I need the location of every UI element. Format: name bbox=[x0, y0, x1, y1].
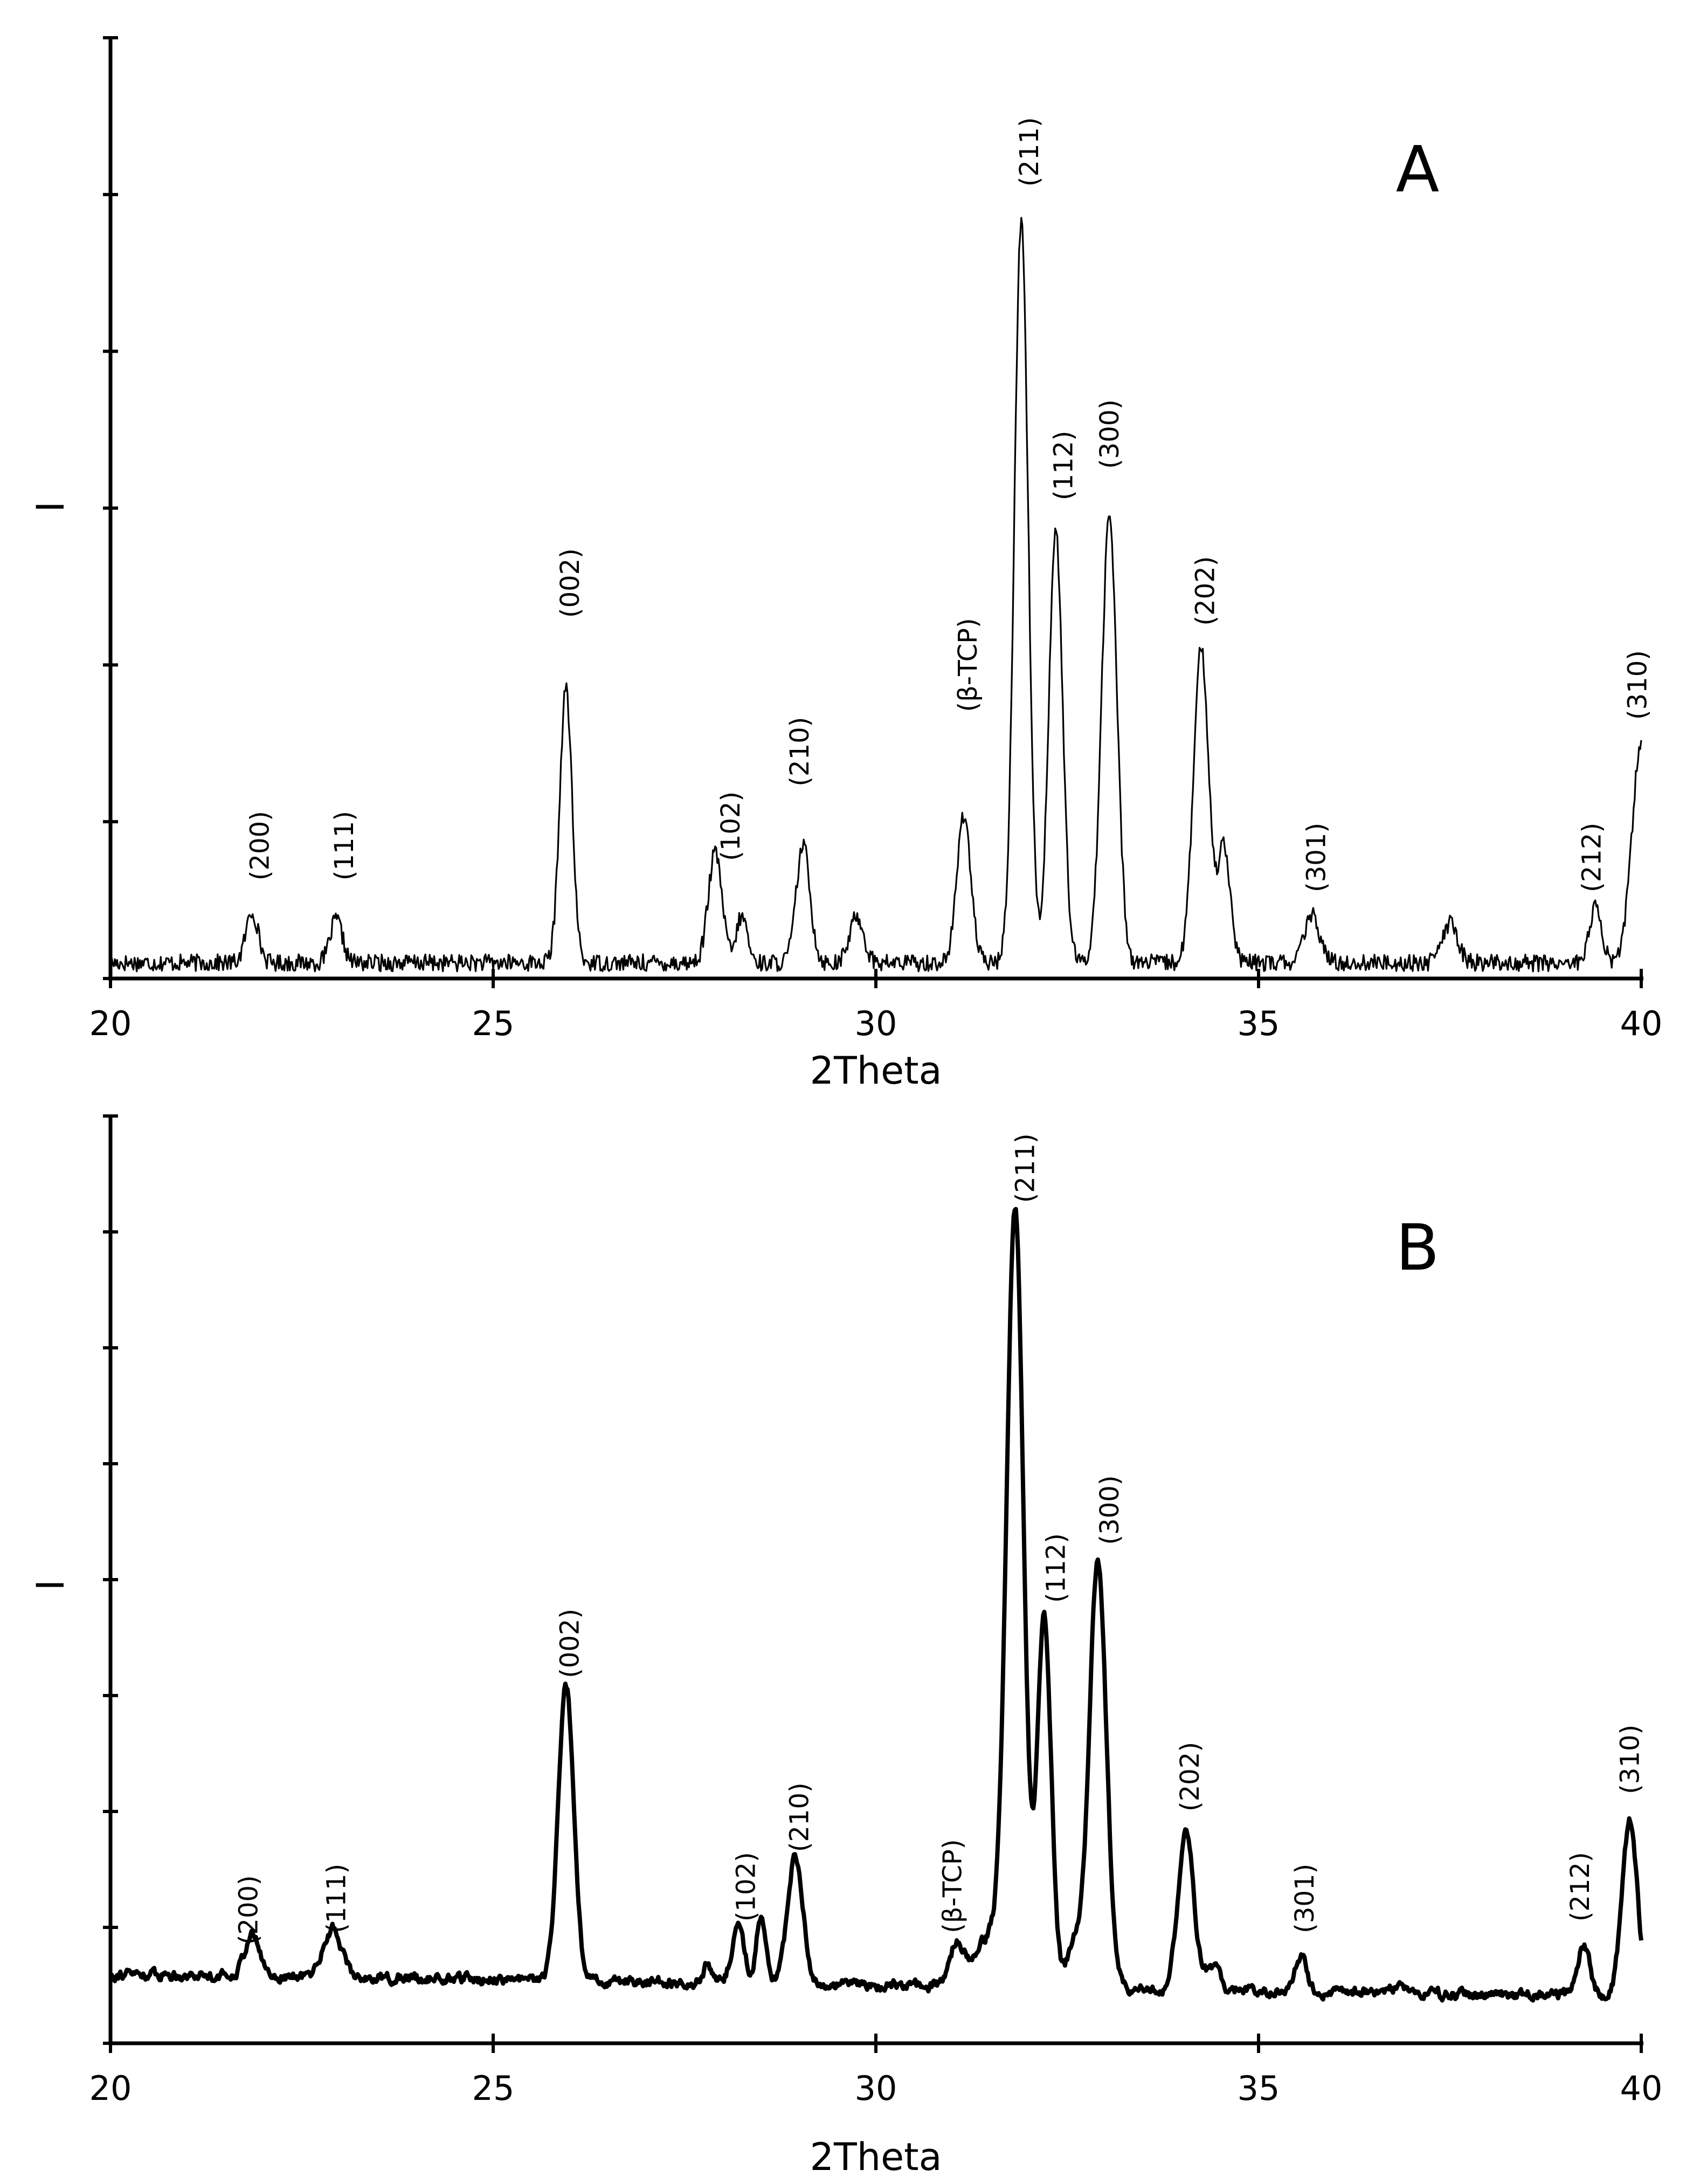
x-tick-label: 35 bbox=[1238, 1004, 1280, 1043]
panel-a: 20 25 30 35 40 2Theta I A (200) (111) (002) (102) (2… bbox=[29, 36, 1663, 1093]
peak-label: (310) bbox=[1615, 1725, 1645, 1794]
peak-label: (111) bbox=[329, 811, 360, 880]
peak-label: (211) bbox=[1011, 1133, 1041, 1203]
peak-label: (202) bbox=[1175, 1742, 1205, 1811]
xrd-pattern-line bbox=[109, 217, 1642, 973]
peak-label: (102) bbox=[716, 791, 746, 861]
x-tick-label: 25 bbox=[472, 2069, 515, 2108]
peak-label: (112) bbox=[1041, 1533, 1072, 1603]
peak-label: (102) bbox=[731, 1852, 761, 1921]
peak-label: (β-TCP) bbox=[938, 1839, 968, 1933]
x-axis-title: 2Theta bbox=[810, 2135, 942, 2179]
peak-label: (300) bbox=[1095, 399, 1125, 469]
peak-label: (210) bbox=[785, 1782, 815, 1852]
peak-label: (301) bbox=[1301, 823, 1331, 892]
y-axis-title: I bbox=[29, 1580, 73, 1591]
x-axis-title: 2Theta bbox=[810, 1049, 942, 1093]
panel-label: B bbox=[1396, 1210, 1440, 1285]
x-tick-label: 20 bbox=[89, 2069, 132, 2108]
x-tick-label: 40 bbox=[1620, 1004, 1663, 1043]
x-tick-label: 35 bbox=[1238, 2069, 1280, 2108]
x-tick-label: 20 bbox=[89, 1004, 132, 1043]
x-tick-label: 40 bbox=[1620, 2069, 1663, 2108]
panel-label: A bbox=[1396, 132, 1440, 206]
peak-label: (200) bbox=[245, 811, 275, 880]
peak-label: (002) bbox=[555, 1609, 585, 1678]
peak-label: (310) bbox=[1623, 650, 1653, 720]
peak-label: (202) bbox=[1190, 556, 1220, 626]
peak-label: (212) bbox=[1565, 1852, 1595, 1921]
x-tick-label: 30 bbox=[855, 1004, 897, 1043]
xrd-pattern-line bbox=[109, 1207, 1643, 2003]
peak-label: (212) bbox=[1577, 823, 1607, 892]
peak-label: (112) bbox=[1049, 431, 1079, 500]
x-tick-label: 25 bbox=[472, 1004, 515, 1043]
peak-label: (300) bbox=[1095, 1475, 1125, 1545]
x-tick-label: 30 bbox=[855, 2069, 897, 2108]
peak-label: (111) bbox=[322, 1864, 352, 1933]
peak-label: (002) bbox=[555, 548, 585, 618]
peak-label: (301) bbox=[1290, 1864, 1320, 1933]
peak-label: (β-TCP) bbox=[953, 618, 983, 712]
peak-label: (210) bbox=[785, 717, 815, 787]
peak-label: (200) bbox=[233, 1875, 264, 1945]
panel-b: 20 25 30 35 40 2Theta I B (200) (111) (002) (102) (2… bbox=[29, 1114, 1663, 2179]
peak-label: (211) bbox=[1014, 117, 1045, 187]
y-axis-title: I bbox=[29, 501, 73, 513]
